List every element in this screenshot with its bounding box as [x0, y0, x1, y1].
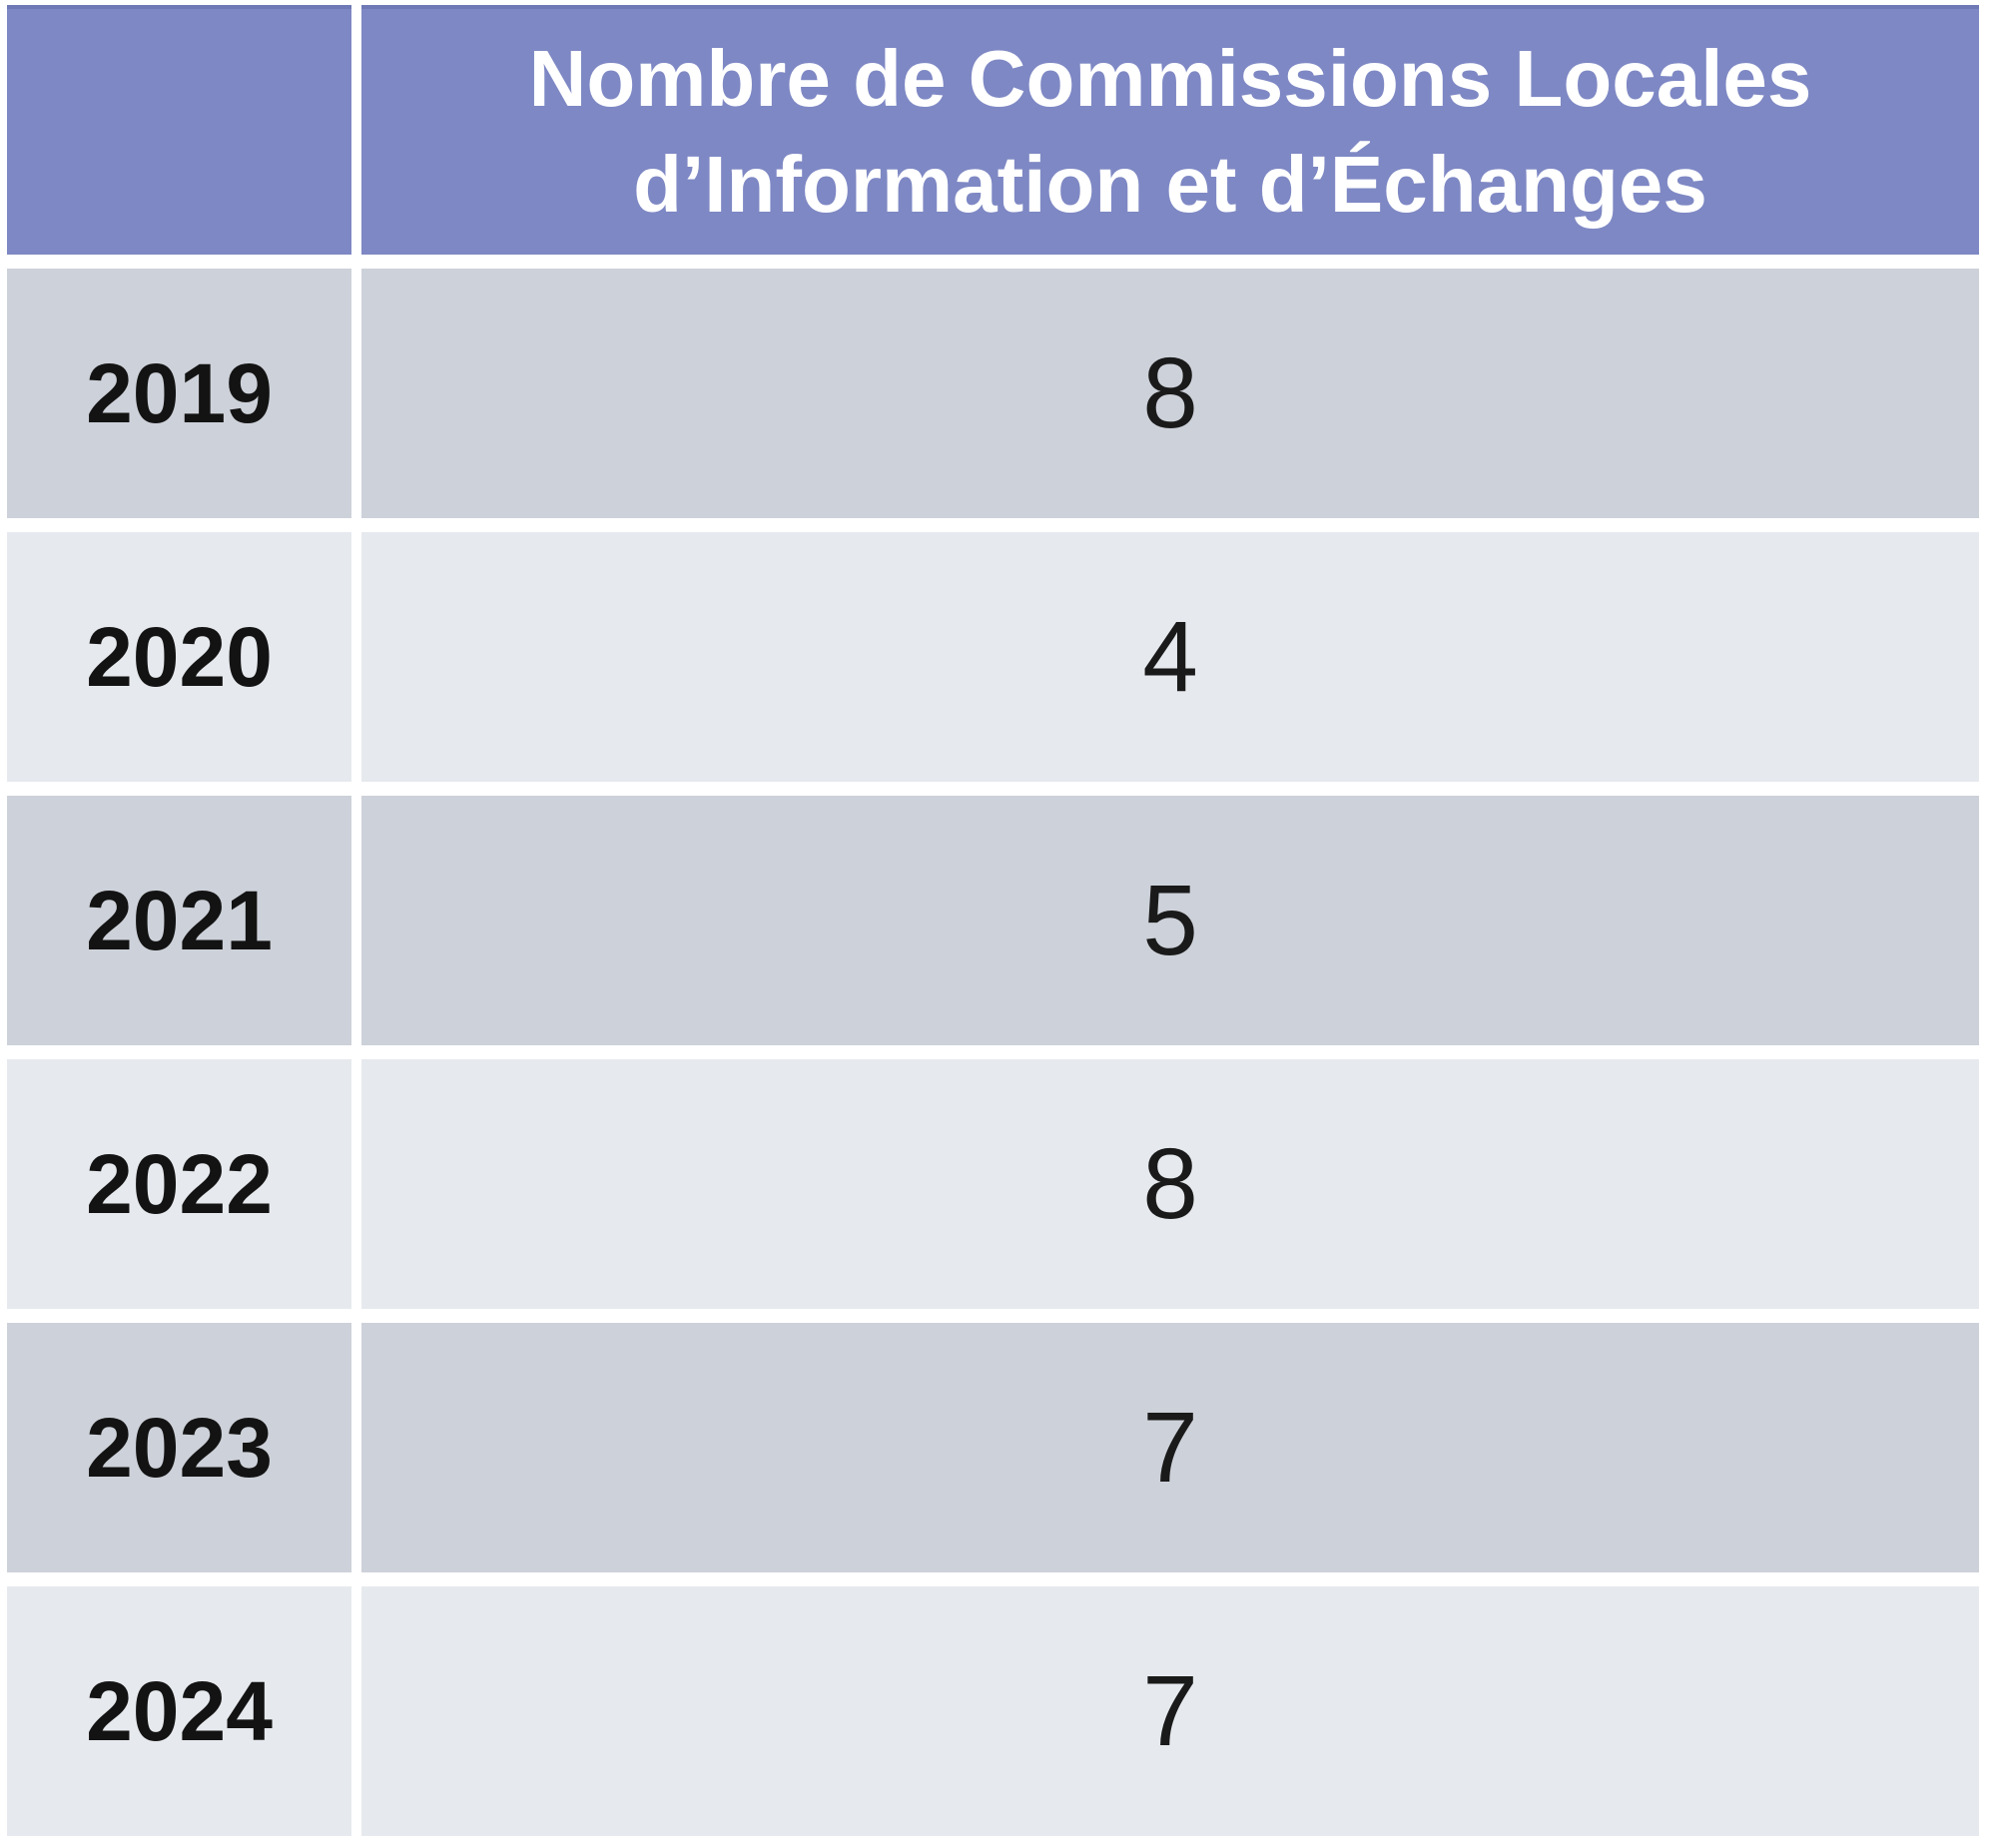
year-cell: 2021 [7, 796, 351, 1045]
year-cell: 2020 [7, 532, 351, 782]
year-cell: 2024 [7, 1586, 351, 1836]
year-cell: 2019 [7, 269, 351, 518]
year-cell: 2023 [7, 1323, 351, 1572]
value-cell: 5 [361, 796, 1979, 1045]
value-cell: 7 [361, 1323, 1979, 1572]
header-corner-cell [7, 5, 351, 255]
value-cell: 7 [361, 1586, 1979, 1836]
header-title-cell: Nombre de Commissions Locales d’Informat… [361, 5, 1979, 255]
year-cell: 2022 [7, 1059, 351, 1309]
value-cell: 8 [361, 269, 1979, 518]
table-title: Nombre de Commissions Locales d’Informat… [528, 34, 1812, 229]
value-cell: 8 [361, 1059, 1979, 1309]
value-cell: 4 [361, 532, 1979, 782]
